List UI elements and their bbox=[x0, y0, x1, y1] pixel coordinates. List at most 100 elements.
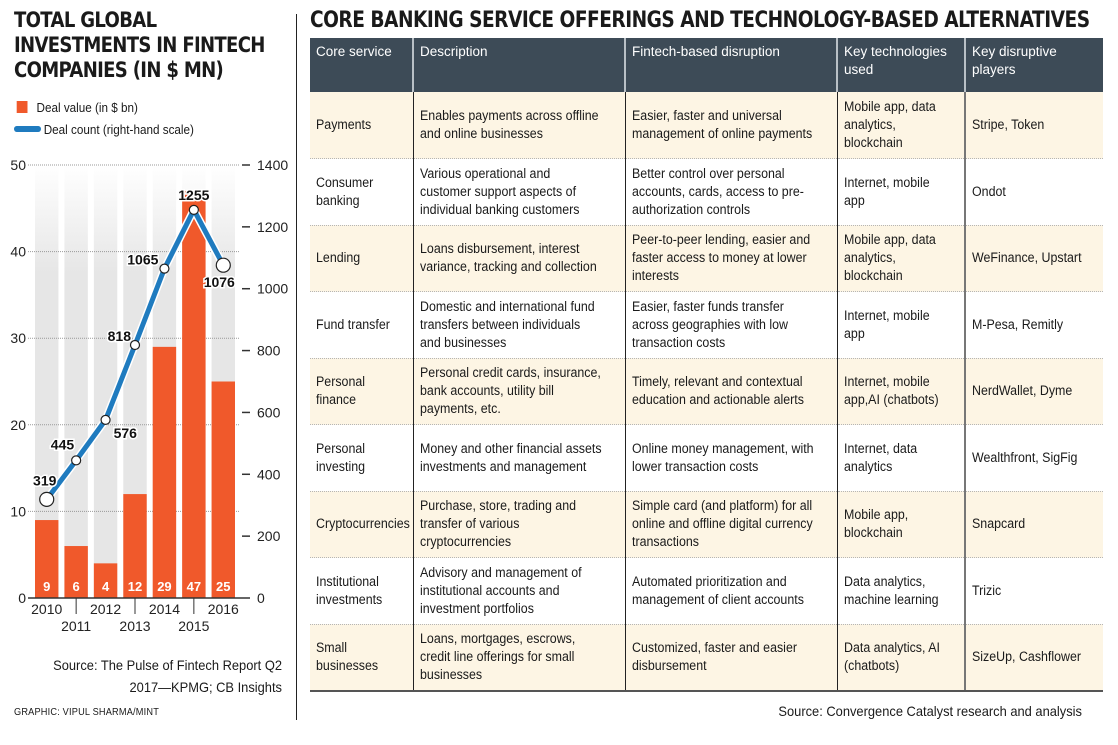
cell-text: Enables payments across offline and onli… bbox=[419, 108, 599, 141]
cell-description: Loans disbursement, interest variance, t… bbox=[412, 225, 625, 292]
right-axis-tick-label: 1000 bbox=[257, 281, 288, 297]
cell-core-service: Cryptocurrencies bbox=[310, 491, 413, 558]
cell-text: Fund transfer bbox=[316, 316, 390, 332]
cell-text: Data analytics, machine learning bbox=[843, 573, 939, 607]
cell-text: Advisory and management of institutional… bbox=[419, 564, 582, 616]
cell-key-technologies: Mobile app, data analytics, blockchain bbox=[836, 92, 965, 159]
cell-text: Mobile app, data analytics, blockchain bbox=[843, 99, 936, 150]
cell-text: Payments bbox=[316, 117, 372, 132]
cell-key-technologies: Internet, data analytics bbox=[836, 424, 965, 492]
cell-fintech-disruption: Simple card (and platform) for all onlin… bbox=[624, 491, 837, 558]
graphic-credit: GRAPHIC: VIPUL SHARMA/MINT bbox=[14, 707, 160, 718]
cell-text: Lending bbox=[316, 250, 361, 266]
left-axis-tick-label: 10 bbox=[10, 503, 26, 519]
line-point bbox=[71, 455, 82, 466]
cell-text: Purchase, store, trading and transfer of… bbox=[419, 498, 576, 550]
right-axis-tick-label: 800 bbox=[257, 343, 281, 359]
line-point bbox=[100, 414, 111, 425]
x-axis-tick-label: 2015 bbox=[178, 618, 209, 634]
column-background bbox=[64, 165, 88, 598]
cell-text: Internet, mobile app,AI (chatbots) bbox=[843, 374, 939, 408]
cell-key-players: Snapcard bbox=[964, 491, 1103, 558]
left-axis-tick-label: 0 bbox=[18, 590, 26, 606]
x-axis-tick-label: 2014 bbox=[149, 601, 180, 617]
table-row: Consumer banking Various operational and … bbox=[310, 158, 1103, 226]
cell-fintech-disruption: Peer-to-peer lending, easier and faster … bbox=[624, 225, 837, 292]
cell-core-service: Small businesses bbox=[310, 624, 413, 692]
bar-deal-value bbox=[182, 190, 206, 599]
cell-text: Automated prioritization and management … bbox=[631, 573, 804, 607]
cell-key-technologies: Mobile app, data analytics, blockchain bbox=[836, 225, 965, 292]
line-value-label: 576 bbox=[114, 425, 138, 441]
legend-item-deal-count: Deal count (right-hand scale) bbox=[14, 118, 194, 140]
cell-text: Internet, data analytics bbox=[843, 440, 917, 474]
bar-deal-value bbox=[93, 563, 118, 598]
cell-text: WeFinance, Upstart bbox=[972, 250, 1082, 266]
cell-description: Domestic and international fund transfer… bbox=[412, 291, 625, 359]
cell-fintech-disruption: Automated prioritization and management … bbox=[624, 557, 837, 625]
bar-deal-value bbox=[152, 346, 177, 598]
cell-key-technologies: Internet, mobile app,AI (chatbots) bbox=[836, 358, 965, 425]
table-title: CORE BANKING SERVICE OFFERINGS AND TECHN… bbox=[310, 8, 1090, 33]
cell-description: Money and other financial assets investm… bbox=[412, 424, 625, 492]
cell-fintech-disruption: Timely, relevant and contextual educatio… bbox=[624, 358, 837, 425]
cell-text: M-Pesa, Remitly bbox=[972, 316, 1064, 332]
header-key-players: Key disruptive players bbox=[964, 38, 1103, 92]
left-axis-tick-label: 50 bbox=[10, 157, 26, 173]
cell-key-technologies: Internet, mobile app bbox=[836, 158, 965, 226]
cell-text: Personal finance bbox=[316, 374, 366, 408]
table-row: Personal investing Money and other financ… bbox=[310, 424, 1103, 492]
cell-text: Easier, faster and universal management … bbox=[631, 108, 812, 141]
column-background bbox=[123, 165, 147, 598]
chart-title-line: INVESTMENTS IN FINTECH bbox=[14, 33, 265, 57]
column-background bbox=[93, 165, 118, 598]
table-row: Institutional investments Advisory and ma… bbox=[310, 557, 1103, 625]
cell-text: Easier, faster funds transfer across geo… bbox=[631, 298, 788, 350]
legend-label: Deal count (right-hand scale) bbox=[43, 121, 194, 137]
cell-fintech-disruption: Better control over personal accounts, c… bbox=[624, 158, 837, 226]
cell-key-players: M-Pesa, Remitly bbox=[964, 291, 1103, 359]
bar-value-label: 47 bbox=[187, 579, 201, 594]
cell-text: Better control over personal accounts, c… bbox=[631, 165, 804, 217]
line-point bbox=[39, 491, 55, 507]
cell-text: Wealthfront, SigFig bbox=[972, 449, 1078, 465]
cell-description: Purchase, store, trading and transfer of… bbox=[412, 491, 625, 558]
cell-text: Money and other financial assets investm… bbox=[419, 440, 602, 474]
cell-text: NerdWallet, Dyme bbox=[972, 383, 1073, 399]
table-row: Lending Loans disbursement, interest vari… bbox=[310, 225, 1103, 292]
cell-core-service: Personal investing bbox=[310, 424, 413, 492]
bar-value-label: 4 bbox=[102, 579, 110, 594]
line-point bbox=[188, 204, 199, 215]
cell-key-players: SizeUp, Cashflower bbox=[964, 624, 1103, 692]
chart-title: TOTAL GLOBAL INVESTMENTS IN FINTECH COMP… bbox=[14, 8, 265, 83]
left-axis-tick-label: 20 bbox=[10, 417, 26, 433]
cell-key-players: Trizic bbox=[964, 557, 1103, 625]
right-axis-tick-label: 1400 bbox=[257, 157, 288, 173]
cell-key-technologies: Mobile app, blockchain bbox=[836, 491, 965, 558]
table-source: Source: Convergence Catalyst research an… bbox=[778, 703, 1082, 719]
header-core-service: Core service bbox=[310, 38, 413, 92]
cell-core-service: Consumer banking bbox=[310, 158, 413, 226]
cell-text: Loans, mortgages, escrows, credit line o… bbox=[419, 631, 575, 682]
right-axis-tick-label: 1200 bbox=[257, 219, 288, 235]
cell-text: Peer-to-peer lending, easier and faster … bbox=[631, 232, 810, 284]
source-line: Source: The Pulse of Fintech Report Q2 bbox=[53, 657, 283, 673]
chart-title-line: TOTAL GLOBAL bbox=[14, 8, 157, 32]
line-value-label: 818 bbox=[108, 328, 132, 344]
line-value-label: 1255 bbox=[178, 187, 209, 203]
bar-value-label: 12 bbox=[128, 579, 142, 594]
cell-text: Personal investing bbox=[316, 440, 366, 474]
table-row: Small businesses Loans, mortgages, escrow… bbox=[310, 624, 1103, 692]
right-axis-tick-label: 600 bbox=[257, 404, 281, 420]
cell-text: Cryptocurrencies bbox=[316, 516, 410, 532]
cell-text: Loans disbursement, interest variance, t… bbox=[419, 241, 597, 275]
services-table: Core service Description Fintech-based dis… bbox=[310, 38, 1103, 692]
cell-fintech-disruption: Customized, faster and easier disburseme… bbox=[624, 624, 837, 692]
bar-deal-value bbox=[35, 520, 59, 598]
chart-title-line: COMPANIES (IN $ MN) bbox=[14, 58, 224, 82]
bar-deal-value bbox=[64, 546, 88, 598]
header-description: Description bbox=[412, 38, 625, 92]
x-axis-tick-label: 2011 bbox=[61, 618, 91, 634]
cell-text: Mobile app, data analytics, blockchain bbox=[843, 232, 936, 284]
legend-swatch-line bbox=[14, 126, 41, 132]
